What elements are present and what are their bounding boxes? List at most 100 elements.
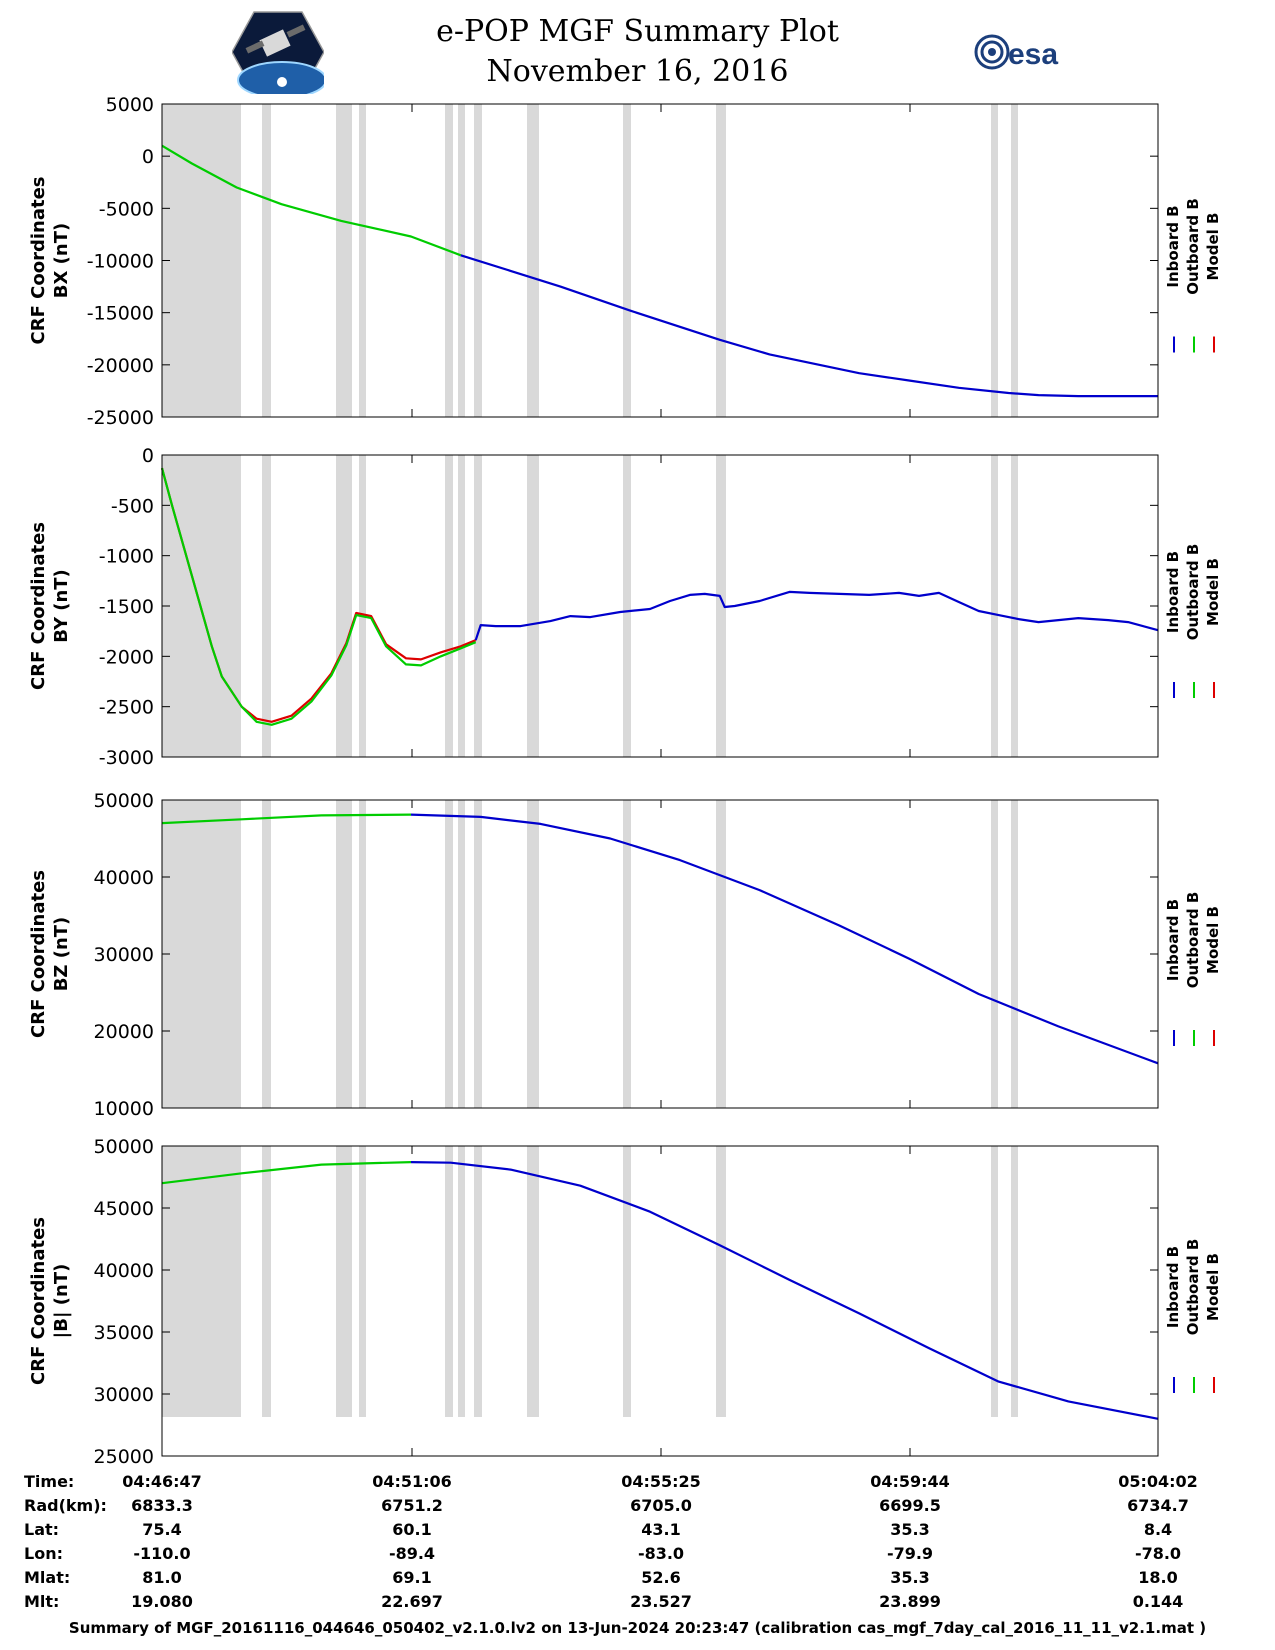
data-gap-band [336,1146,344,1417]
y-tick-label: 0 [142,146,154,168]
y-tick-label: 20000 [94,1021,154,1043]
ephemeris-value: 69.1 [392,1568,431,1587]
ephemeris-value: 75.4 [142,1520,181,1539]
data-gap-band [716,455,726,757]
data-gap-band [991,455,998,757]
data-gap-band [262,800,271,1108]
y-tick-label: -500 [111,495,154,517]
ephemeris-row-label: Mlat: [24,1568,70,1587]
data-gap-band [527,455,539,757]
data-gap-band [1011,455,1018,757]
ephemeris-value: 35.3 [890,1568,929,1587]
y-tick-label: -2000 [99,646,154,668]
x-tick-label: 04:46:47 [122,1472,202,1491]
data-gap-band [527,800,539,1108]
data-gap-band [162,1146,241,1417]
ephemeris-value: 35.3 [890,1520,929,1539]
y-tick-label: -10000 [87,251,154,273]
y-axis-label-unit: BY (nT) [51,569,72,643]
data-gap-band [445,800,453,1108]
y-tick-label: 0 [142,445,154,467]
data-gap-band [344,800,352,1108]
series-line-inboard-b [460,254,1158,398]
data-gap-band [527,104,539,417]
ephemeris-value: -89.4 [389,1544,435,1563]
legend-label: Inboard B [1164,551,1182,633]
data-gap-band [458,1146,465,1417]
data-gap-band [359,1146,366,1417]
data-gap-band [359,800,366,1108]
y-tick-label: 30000 [94,944,154,966]
data-gap-band [623,104,631,417]
y-axis-label: CRF Coordinates [28,1217,49,1385]
data-gap-band [474,800,482,1108]
data-gap-band [991,800,998,1108]
y-tick-label: -5000 [99,198,154,220]
ephemeris-row-label: Lon: [24,1544,63,1563]
data-gap-band [458,455,465,757]
y-axis-label: CRF Coordinates [28,522,49,690]
data-gap-band [716,1146,726,1417]
series-line-outboard-b [161,813,412,825]
data-gap-band [262,455,271,757]
data-gap-band [336,455,344,757]
y-axis-label-unit: |B| (nT) [51,1264,72,1339]
plot-frame [161,1145,1159,1457]
legend-label: Model B [1204,558,1222,626]
ephemeris-value: 6734.7 [1127,1496,1189,1515]
y-tick-label: 35000 [94,1322,154,1344]
y-tick-label: -1500 [99,596,154,618]
data-gap-band [1011,1146,1018,1417]
x-tick-label: 04:51:06 [372,1472,452,1491]
legend-label: Model B [1204,906,1222,974]
ephemeris-value: 0.144 [1133,1592,1184,1611]
data-gap-band [344,104,352,417]
series-line-inboard-b [410,1161,1159,1420]
ephemeris-value: 60.1 [392,1520,431,1539]
y-tick-label: 30000 [94,1384,154,1406]
legend-label: Model B [1204,213,1222,281]
ephemeris-row-label: Time: [24,1472,74,1491]
ephemeris-value: 19.080 [131,1592,193,1611]
data-gap-band [262,104,271,417]
legend-label: Model B [1204,1253,1222,1321]
x-tick-label: 04:59:44 [870,1472,950,1491]
ephemeris-value: 6751.2 [381,1496,443,1515]
ephemeris-value: 6699.5 [879,1496,941,1515]
plot-frame [161,799,1159,1109]
y-tick-label: -2500 [99,697,154,719]
series-line-outboard-b [161,1161,412,1185]
legend-label: Inboard B [1164,899,1182,981]
legend-label: Outboard B [1184,1239,1202,1336]
data-gap-band [359,455,366,757]
y-axis-label: CRF Coordinates [28,870,49,1038]
y-axis-label-unit: BX (nT) [51,223,72,298]
cassiope-satellite-logo-icon [232,11,324,94]
data-gap-band [458,800,465,1108]
legend-label: Outboard B [1184,892,1202,989]
data-gap-band [1011,104,1018,417]
data-gap-band [623,800,631,1108]
data-gap-band [527,1146,539,1417]
plot-title: e-POP MGF Summary Plot [436,14,839,49]
data-gap-band [623,455,631,757]
data-gap-band [991,1146,998,1417]
ephemeris-value: 23.527 [630,1592,692,1611]
y-axis-label: CRF Coordinates [28,177,49,345]
legend-label: Outboard B [1184,544,1202,641]
ephemeris-value: 18.0 [1138,1568,1177,1587]
y-tick-label: 50000 [94,790,154,812]
ephemeris-value: 81.0 [142,1568,181,1587]
data-gap-band [474,1146,482,1417]
data-gap-band [162,104,241,417]
y-tick-label: -1000 [99,546,154,568]
x-tick-label: 04:55:25 [621,1472,701,1491]
ephemeris-value: -83.0 [638,1544,684,1563]
data-gap-band [262,1146,271,1417]
y-tick-label: 50000 [94,1136,154,1158]
data-gap-band [716,800,726,1108]
ephemeris-value: 6833.3 [131,1496,193,1515]
data-gap-band [445,104,453,417]
